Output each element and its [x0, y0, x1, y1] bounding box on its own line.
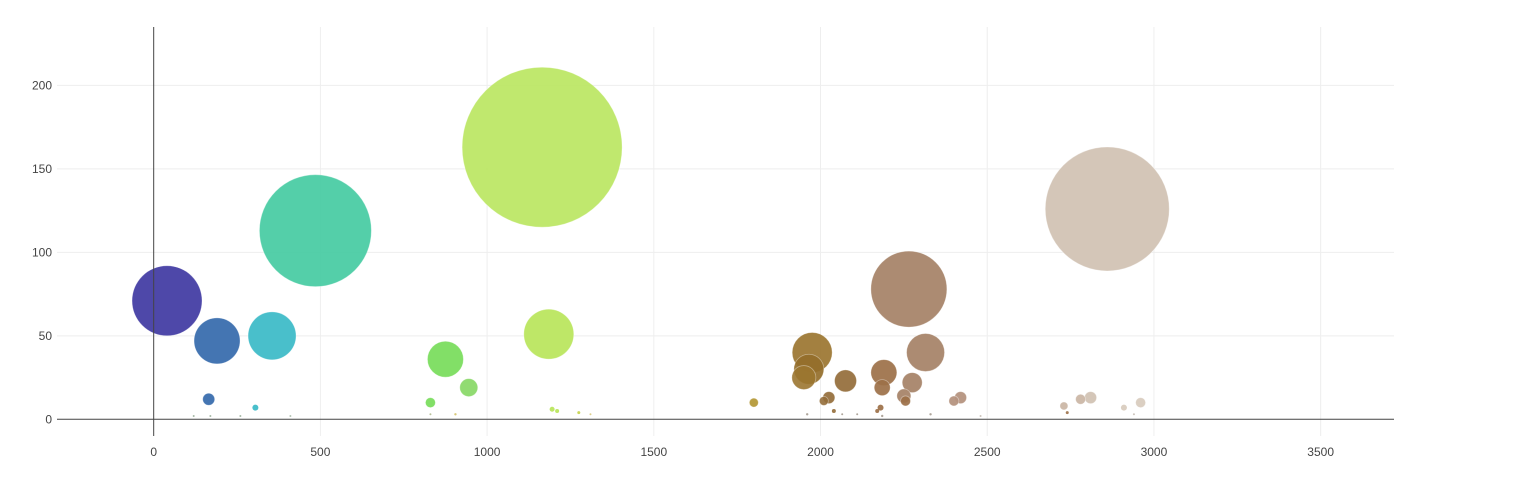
bubble-point[interactable]: [1059, 401, 1069, 411]
x-tick-label: 2000: [807, 445, 834, 459]
bubble-point[interactable]: [523, 308, 575, 360]
bubble-point[interactable]: [577, 411, 581, 415]
grid-layer: [57, 27, 1394, 436]
x-tick-label: 1000: [474, 445, 501, 459]
bubble-point[interactable]: [818, 396, 829, 406]
bubble-point[interactable]: [459, 378, 479, 397]
bubble-point[interactable]: [555, 408, 560, 413]
bubble-point[interactable]: [841, 413, 844, 416]
bubble-point[interactable]: [875, 408, 880, 413]
bubble-point[interactable]: [252, 404, 259, 411]
y-tick-label: 0: [45, 412, 52, 426]
bubble-point[interactable]: [1084, 391, 1097, 405]
x-tick-label: 3500: [1307, 445, 1334, 459]
bubble-point[interactable]: [948, 395, 960, 407]
y-tick-label: 200: [32, 78, 52, 92]
bubble-point[interactable]: [834, 369, 857, 393]
bubble-point[interactable]: [929, 413, 932, 416]
bubble-point[interactable]: [979, 414, 982, 417]
bubble-point[interactable]: [461, 66, 623, 228]
bubble-point[interactable]: [1132, 413, 1135, 416]
bubble-point[interactable]: [247, 311, 297, 361]
bubble-point[interactable]: [258, 174, 372, 288]
bubble-point[interactable]: [425, 397, 436, 409]
y-tick-label: 50: [39, 329, 53, 343]
y-tick-label: 100: [32, 245, 52, 259]
bubble-point[interactable]: [239, 414, 242, 417]
bubble-point[interactable]: [589, 413, 592, 416]
bubble-point[interactable]: [454, 413, 457, 416]
bubble-layer: [131, 66, 1170, 418]
x-tick-label: 3000: [1141, 445, 1168, 459]
x-tick-label: 500: [310, 445, 330, 459]
bubble-point[interactable]: [202, 392, 216, 406]
bubble-point[interactable]: [881, 414, 884, 418]
bubble-point[interactable]: [870, 250, 948, 328]
axis-layer: 0 500 1000 1500 2000 2500 3000 3500 0 50 100 150 200: [32, 27, 1394, 459]
bubble-point[interactable]: [193, 317, 241, 365]
bubble-point[interactable]: [900, 395, 911, 407]
x-tick-label: 2500: [974, 445, 1001, 459]
bubble-point[interactable]: [289, 414, 292, 417]
bubble-point[interactable]: [748, 397, 759, 408]
x-tick-label: 1500: [640, 445, 667, 459]
bubble-point[interactable]: [1135, 397, 1147, 409]
x-tick-label: 0: [150, 445, 157, 459]
bubble-point[interactable]: [906, 333, 945, 372]
y-tick-label: 150: [32, 162, 52, 176]
bubble-point[interactable]: [1044, 146, 1170, 272]
bubble-point[interactable]: [429, 413, 432, 416]
bubble-point[interactable]: [192, 414, 195, 417]
bubble-point[interactable]: [831, 408, 836, 413]
bubble-point[interactable]: [427, 340, 464, 378]
bubble-point[interactable]: [1065, 411, 1069, 415]
bubble-point[interactable]: [131, 265, 203, 337]
bubble-point[interactable]: [549, 406, 555, 412]
bubble-point[interactable]: [209, 414, 212, 417]
bubble-point[interactable]: [856, 413, 859, 416]
bubble-point[interactable]: [805, 413, 809, 416]
bubble-point[interactable]: [901, 372, 923, 393]
bubble-point[interactable]: [873, 379, 891, 396]
bubble-point[interactable]: [877, 404, 884, 411]
bubble-point[interactable]: [1075, 393, 1086, 405]
bubble-point[interactable]: [1120, 404, 1127, 411]
bubble-point[interactable]: [791, 365, 817, 390]
